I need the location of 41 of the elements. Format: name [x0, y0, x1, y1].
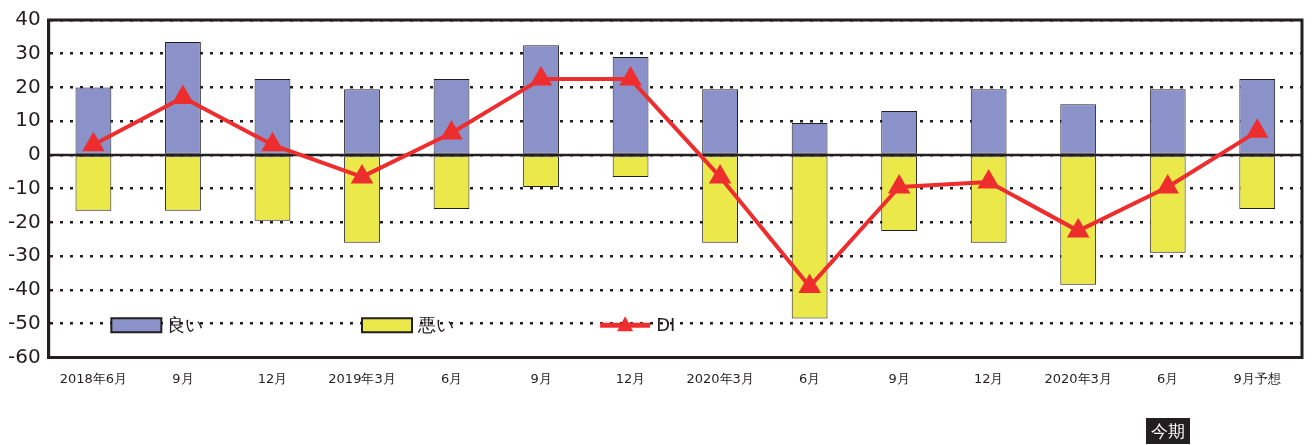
x-tick-label: 6月: [440, 370, 463, 386]
y-tick-label: -20: [7, 208, 41, 233]
point: [261, 131, 284, 152]
point: [531, 68, 551, 86]
y-tick-label: 0: [27, 141, 41, 166]
y-tick-label: 40: [15, 6, 41, 31]
x-tick-label: 12月: [257, 370, 288, 386]
point: [441, 122, 462, 140]
point: [620, 68, 641, 86]
point: [1157, 176, 1178, 194]
point: [82, 131, 105, 152]
x-tick-label: 6月: [798, 370, 821, 386]
x-tick-label: 12月: [615, 370, 646, 386]
point: [710, 165, 730, 184]
x-tick-label: 9月予想: [1233, 370, 1281, 386]
x-tick-label: 2020年3月: [1044, 370, 1112, 386]
y-tick-label: -30: [7, 242, 41, 267]
point: [978, 170, 999, 189]
point: [1068, 219, 1088, 238]
point: [1247, 120, 1268, 138]
point: [798, 273, 821, 294]
y-tick-label: -60: [7, 343, 41, 368]
x-tick-label: 6月: [1157, 370, 1179, 386]
y-tick-label: 20: [15, 73, 41, 98]
x-tick-label: 2018年6月: [59, 370, 128, 386]
x-tick-label: 9月: [172, 370, 194, 386]
y-tick-label: -10: [7, 174, 41, 199]
y-tick-label: -50: [7, 309, 41, 334]
legend-label: DI: [656, 314, 676, 336]
legend-label: 悪い: [417, 314, 454, 336]
x-tick-label: 12月: [973, 370, 1004, 386]
y-tick-label: -40: [7, 276, 41, 301]
point: [173, 84, 193, 105]
y-tick-label: 30: [15, 39, 41, 64]
x-tick-label: 9月: [888, 370, 910, 386]
point: [352, 165, 372, 184]
x-tick-label: 9月: [530, 370, 552, 386]
y-tick-label: 10: [15, 107, 41, 132]
x-tick-label: 2020年3月: [686, 370, 754, 386]
x-tick-label: 2019年3月: [328, 370, 396, 386]
text: 今期: [1145, 418, 1190, 444]
